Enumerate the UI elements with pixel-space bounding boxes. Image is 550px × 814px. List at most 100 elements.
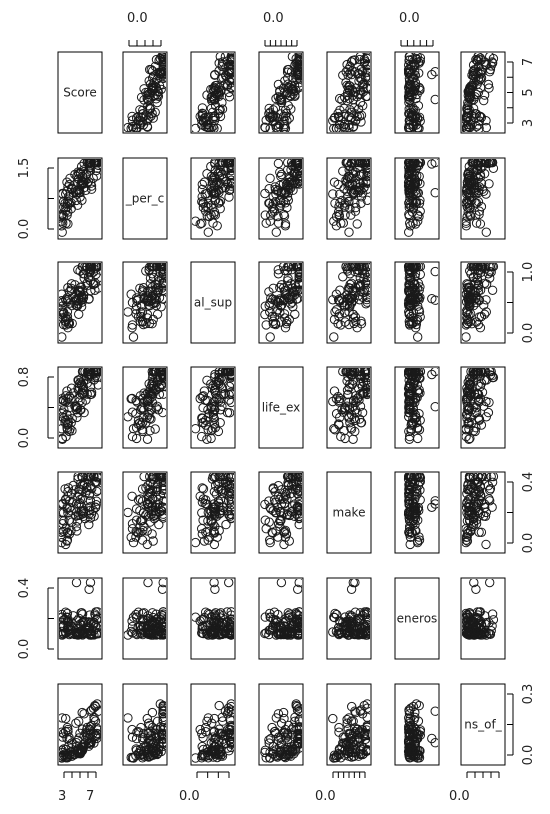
data-point xyxy=(199,536,210,546)
data-point xyxy=(59,713,67,723)
data-point xyxy=(415,368,425,377)
data-point xyxy=(271,508,281,518)
panel-frame xyxy=(460,577,506,660)
data-point xyxy=(144,488,154,498)
panel-r2-c1 xyxy=(122,261,168,344)
data-point xyxy=(279,627,289,637)
data-point xyxy=(215,204,225,214)
data-point xyxy=(267,201,277,212)
data-point xyxy=(217,97,227,108)
data-point xyxy=(59,332,67,342)
data-point xyxy=(355,401,366,411)
data-point xyxy=(343,181,353,191)
data-point xyxy=(462,498,472,509)
data-point xyxy=(404,55,415,65)
data-point xyxy=(226,723,234,733)
data-point xyxy=(128,612,139,622)
data-point xyxy=(473,508,484,518)
data-point xyxy=(150,424,160,434)
data-point xyxy=(427,502,437,512)
panel-r2-c0 xyxy=(57,261,103,344)
data-point xyxy=(275,295,285,306)
data-point xyxy=(145,426,155,436)
data-point xyxy=(282,202,292,213)
data-point xyxy=(405,79,415,89)
data-point xyxy=(265,608,275,619)
data-point xyxy=(62,410,72,420)
data-point xyxy=(62,527,73,537)
data-point xyxy=(487,621,497,631)
data-point xyxy=(415,746,425,756)
point-group xyxy=(328,159,370,237)
data-point xyxy=(294,278,302,288)
data-point xyxy=(85,489,95,499)
data-point xyxy=(414,535,425,545)
data-point xyxy=(406,201,416,212)
data-point xyxy=(135,283,145,293)
data-point xyxy=(333,207,344,217)
data-point xyxy=(292,701,302,712)
data-point xyxy=(80,368,90,377)
data-point xyxy=(362,378,370,388)
panel-r5-c6 xyxy=(460,577,506,660)
panel-frame xyxy=(394,683,440,766)
point-group xyxy=(59,368,101,444)
data-point xyxy=(344,621,354,632)
data-point xyxy=(59,753,67,763)
panel-r1-c4 xyxy=(326,157,372,240)
panel-frame xyxy=(460,471,506,554)
data-point xyxy=(89,630,99,640)
panel-r3-c2 xyxy=(190,366,236,449)
data-point xyxy=(464,608,475,618)
data-point xyxy=(217,401,227,411)
data-point xyxy=(348,579,358,588)
data-point xyxy=(275,167,285,178)
data-point xyxy=(361,177,370,188)
data-point xyxy=(328,295,338,305)
data-point xyxy=(346,297,357,307)
data-point xyxy=(220,627,231,637)
data-point xyxy=(338,166,348,176)
data-point xyxy=(272,113,283,123)
data-point xyxy=(476,628,486,639)
data-point xyxy=(280,621,290,631)
data-point xyxy=(405,396,415,407)
data-point xyxy=(226,705,234,715)
data-point xyxy=(201,420,211,430)
data-point xyxy=(221,519,231,530)
data-point xyxy=(352,219,362,229)
data-point xyxy=(68,611,79,621)
data-point xyxy=(143,101,153,111)
data-point xyxy=(359,627,369,637)
panel-frame xyxy=(460,157,506,240)
panel-frame xyxy=(190,51,236,134)
data-point xyxy=(62,177,72,187)
data-point xyxy=(92,725,101,735)
data-point xyxy=(430,402,438,412)
data-point xyxy=(210,84,221,94)
data-point xyxy=(471,393,481,403)
point-group xyxy=(462,579,499,640)
data-point xyxy=(142,498,153,509)
data-point xyxy=(430,295,438,305)
data-point xyxy=(195,219,205,229)
data-point xyxy=(127,431,138,442)
data-point xyxy=(142,309,153,320)
data-point xyxy=(430,499,438,509)
data-point xyxy=(265,298,275,308)
data-point xyxy=(74,613,84,624)
data-point xyxy=(127,320,138,330)
data-point xyxy=(200,498,210,509)
variable-label: eneros xyxy=(397,612,438,626)
data-point xyxy=(226,506,234,516)
data-point xyxy=(410,272,420,282)
data-point xyxy=(284,720,294,731)
data-point xyxy=(362,263,370,272)
data-point xyxy=(208,473,218,482)
panel-r0-c6 xyxy=(460,51,506,134)
point-group xyxy=(403,473,438,550)
data-point xyxy=(265,307,275,317)
data-point xyxy=(59,526,69,537)
point-group xyxy=(59,699,101,763)
data-point xyxy=(273,265,283,275)
